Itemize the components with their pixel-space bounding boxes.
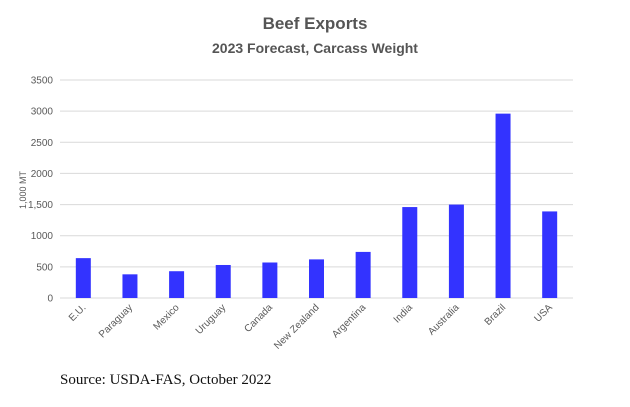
x-tick-label: E.U. — [67, 302, 89, 324]
x-tick-label: Brazil — [483, 302, 508, 327]
bar-uruguay — [215, 264, 231, 298]
chart-subtitle: 2023 Forecast, Carcass Weight — [212, 40, 418, 56]
bar-paraguay — [122, 274, 138, 298]
chart-title: Beef Exports — [262, 14, 368, 33]
bar-mexico — [169, 271, 185, 298]
x-tick-label: India — [392, 302, 415, 325]
bar-brazil — [495, 113, 511, 299]
bar-usa — [542, 211, 558, 298]
gridlines — [60, 79, 573, 299]
y-axis-label: 1,000 MT — [18, 170, 28, 209]
source-note: Source: USDA-FAS, October 2022 — [60, 372, 272, 388]
x-tick-label: Australia — [426, 302, 462, 338]
x-tick-label: Argentina — [330, 302, 368, 340]
y-tick-label: 3000 — [31, 107, 54, 118]
x-tick-label: Uruguay — [194, 302, 229, 337]
y-tick-label: 2000 — [31, 169, 54, 180]
y-axis-ticks: 0 500 1000 1,500 2000 2500 3000 3500 — [28, 76, 53, 305]
x-tick-label: Mexico — [152, 302, 182, 332]
y-tick-label: 500 — [36, 262, 53, 273]
bar-argentina — [355, 251, 371, 298]
y-tick-label: 3500 — [31, 76, 54, 87]
x-tick-label: New Zealand — [272, 302, 321, 351]
y-tick-label: 1,500 — [28, 200, 53, 211]
bar-australia — [448, 204, 464, 298]
y-tick-label: 0 — [47, 294, 53, 305]
bar-new-zealand — [309, 259, 324, 298]
bar-canada — [262, 262, 278, 298]
bars — [75, 113, 558, 299]
bar-e-u — [75, 258, 91, 298]
x-tick-label: USA — [532, 302, 555, 325]
x-tick-label: Paraguay — [97, 302, 135, 340]
bar-india — [402, 207, 418, 298]
y-tick-label: 1000 — [31, 231, 54, 242]
x-tick-label: Canada — [242, 302, 275, 335]
y-tick-label: 2500 — [31, 138, 54, 149]
